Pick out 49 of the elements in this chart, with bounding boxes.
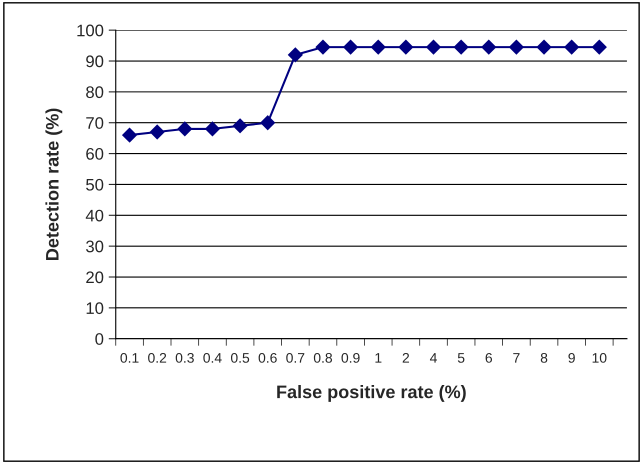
y-tick-label: 30: [86, 240, 104, 252]
x-tick-label: 0.8: [314, 352, 332, 363]
x-tick-label: 0.6: [258, 352, 277, 363]
point: [343, 40, 358, 55]
y-tick-label: 20: [86, 271, 104, 284]
point: [370, 40, 386, 55]
point: [288, 47, 303, 62]
point: [536, 40, 552, 55]
x-tick-label: 6: [486, 352, 492, 363]
x-tick-label: 1: [375, 353, 382, 363]
point: [454, 40, 469, 55]
point: [177, 122, 192, 136]
x-tick-label: 0.2: [148, 352, 166, 363]
point: [564, 40, 580, 55]
x-tick-label: 0.7: [286, 352, 304, 363]
x-tick-label: 0.9: [342, 352, 360, 363]
x-tick-label: 7: [513, 353, 520, 363]
x-tick-label: 5: [458, 353, 464, 363]
y-tick-label: 10: [86, 302, 104, 314]
point: [122, 128, 137, 142]
x-tick-label: 4: [430, 353, 437, 363]
x-tick-label: 8: [540, 352, 548, 363]
x-tick-label: 10: [592, 352, 606, 363]
y-axis-title: Detection rate (%): [45, 108, 62, 260]
x-tick-label: 0.3: [176, 352, 194, 363]
y-tick-label: 90: [86, 55, 104, 68]
y-tick-label: 50: [86, 178, 104, 191]
x-tick-label: 0.4: [203, 352, 222, 363]
point: [398, 40, 414, 55]
y-tick-label: 0: [95, 333, 104, 345]
point: [509, 40, 524, 55]
point: [592, 40, 607, 55]
x-axis-title: False positive rate (%): [277, 385, 466, 402]
point: [150, 124, 165, 140]
x-tick-label: 9: [568, 352, 575, 363]
point: [260, 115, 276, 130]
point: [481, 40, 496, 55]
point: [426, 40, 441, 55]
x-tick-label: 0.1: [120, 352, 139, 363]
x-tick-label: 0.5: [230, 352, 250, 363]
y-tick-label: 100: [77, 24, 104, 36]
point: [205, 122, 220, 136]
y-tick-label: 80: [86, 86, 104, 98]
point: [232, 118, 248, 134]
y-tick-label: 60: [86, 148, 104, 160]
y-tick-label: 40: [86, 210, 104, 222]
point: [316, 40, 330, 55]
y-tick-label: 70: [86, 117, 104, 129]
x-tick-label: 2: [402, 352, 410, 363]
